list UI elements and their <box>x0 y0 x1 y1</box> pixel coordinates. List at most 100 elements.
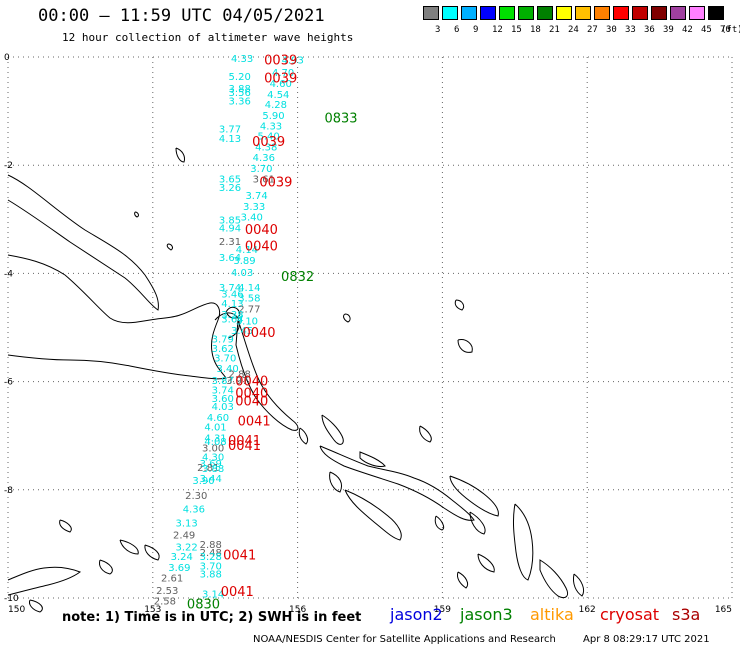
coastline <box>235 319 299 431</box>
swh-reading: 3.40 <box>216 364 238 375</box>
x-tick-label: 150 <box>8 605 25 615</box>
colorbar-swatch <box>594 6 610 20</box>
coastline <box>225 306 241 319</box>
coastline <box>512 503 534 581</box>
coastline <box>329 471 343 493</box>
swh-reading: 2.88 <box>229 369 251 380</box>
swh-reading: 3.79 <box>212 334 234 345</box>
swh-reading: 2.77 <box>238 305 260 316</box>
colorbar-swatch <box>651 6 667 20</box>
coastline <box>419 425 432 443</box>
swh-reading: 4.28 <box>265 100 287 111</box>
coastline <box>144 544 160 561</box>
coastline <box>344 489 402 541</box>
y-tick-label: -8 <box>4 486 13 496</box>
swh-reading: 3.85 <box>219 215 241 226</box>
pass-time-label: 0041 <box>228 434 261 449</box>
swh-reading: 3.36 <box>229 96 251 107</box>
y-tick-label: 0 <box>4 53 10 63</box>
swh-reading: 4.94 <box>219 223 241 234</box>
swh-reading: 5.90 <box>262 111 284 122</box>
swh-reading: 3.14 <box>202 590 224 601</box>
swh-reading: 2.88 <box>200 540 222 551</box>
swh-reading: 4.08 <box>204 437 226 448</box>
pass-time-label: 0039 <box>252 135 285 150</box>
swh-reading: 3.87 <box>212 376 234 387</box>
swh-reading: 2.53 <box>156 586 178 597</box>
x-tick-label: 153 <box>144 605 161 615</box>
pass-time-label: 0041 <box>223 549 256 564</box>
colorbar-label: 27 <box>587 25 598 35</box>
swh-reading: 4.36 <box>183 505 205 516</box>
satellite-legend-cryosat: cryosat <box>600 605 660 624</box>
swh-reading: 3.89 <box>233 256 255 267</box>
pass-time-label: 0040 <box>235 395 268 410</box>
coastline <box>214 312 240 339</box>
swh-reading: 4.03 <box>212 402 234 413</box>
pass-time-label: 0041 <box>238 415 271 430</box>
swh-reading: 3.45 <box>231 326 253 337</box>
swh-reading: 4.33 <box>260 122 282 133</box>
swh-reading: 3.61 <box>253 175 275 186</box>
coastline <box>359 451 386 467</box>
swh-reading: 3.13 <box>175 518 197 529</box>
swh-reading: 3.70 <box>200 562 222 573</box>
colorbar-swatch <box>613 6 629 20</box>
swh-reading: 4.13 <box>219 134 241 145</box>
swh-reading: 3.26 <box>219 183 241 194</box>
colorbar-swatch <box>632 6 648 20</box>
swh-reading: 3.44 <box>200 474 222 485</box>
colorbar-label: 70 <box>720 25 731 35</box>
swh-reading: 3.90 <box>192 476 214 487</box>
swh-reading: 3.69 <box>168 563 190 574</box>
swh-reading: 3.56 <box>229 88 251 99</box>
coastline <box>457 571 469 589</box>
y-tick-label: -2 <box>4 161 13 171</box>
swh-reading: 3.97 <box>226 376 248 387</box>
pass-time-label: 0041 <box>221 585 254 600</box>
swh-reading: 3.58 <box>238 294 260 305</box>
coastline <box>449 475 499 517</box>
colorbar-label: 21 <box>549 25 560 35</box>
swh-reading: 4.70 <box>272 68 294 79</box>
colorbar-unit: (ft) <box>721 25 740 35</box>
swh-reading: 3.64 <box>219 253 241 264</box>
swh-reading: 5.20 <box>229 72 251 83</box>
swh-reading: 3.22 <box>175 543 197 554</box>
colorbar-label: 15 <box>511 25 522 35</box>
swh-reading: 4.30 <box>202 452 224 463</box>
coastline <box>166 243 173 251</box>
swh-reading: 4.31 <box>204 433 226 444</box>
swh-reading: 3.64 <box>221 314 243 325</box>
swh-reading: 3.77 <box>219 124 241 135</box>
colorbar-label: 36 <box>644 25 655 35</box>
coastline <box>7 566 82 596</box>
colorbar-swatch <box>575 6 591 20</box>
coastline <box>175 147 185 163</box>
swh-reading: 3.62 <box>212 344 234 355</box>
swh-reading: 2.81 <box>197 463 219 474</box>
swh-reading: 3.70 <box>250 164 272 175</box>
colorbar-label: 42 <box>682 25 693 35</box>
y-tick-label: -4 <box>4 269 13 279</box>
coastline <box>343 313 351 323</box>
colorbar-swatch <box>556 6 572 20</box>
swh-reading: 2.48 <box>200 548 222 559</box>
colorbar-swatch <box>480 6 496 20</box>
x-tick-label: 162 <box>579 605 596 615</box>
coastline <box>59 519 72 533</box>
map-subtitle: 12 hour collection of altimeter wave hei… <box>62 31 354 44</box>
swh-reading: 2.58 <box>154 597 176 608</box>
coastline <box>319 445 475 521</box>
pass-time-label: 0040 <box>235 375 268 390</box>
swh-reading: 4.03 <box>231 268 253 279</box>
pass-time-label: 0833 <box>324 112 357 127</box>
colorbar-label: 24 <box>568 25 579 35</box>
swh-reading: 3.10 <box>236 316 258 327</box>
colorbar-label: 45 <box>701 25 712 35</box>
swh-reading: 5.40 <box>258 131 280 142</box>
coastline <box>134 211 139 218</box>
colorbar-label: 18 <box>530 25 541 35</box>
colorbar-swatch <box>670 6 686 20</box>
